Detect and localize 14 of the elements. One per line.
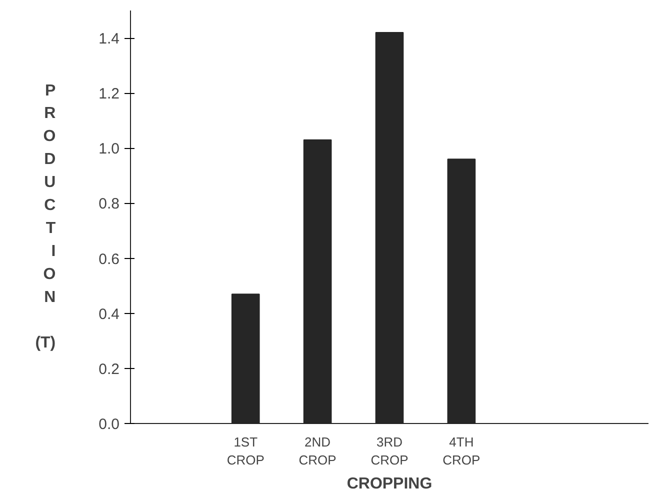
x-tick-label: 1ST CROP [226,434,264,468]
y-tick-label: 0.8 [98,196,120,213]
y-tick-label: 0.0 [98,416,120,433]
x-axis-title: CROPPING [346,476,432,492]
y-tick-label: 0.6 [98,250,120,268]
x-tick-label: 2ND CROP [298,434,336,468]
x-tick-label: 4TH CROP [442,434,480,468]
y-tick-label: 1.2 [98,86,120,103]
x-tick-label: 3RD CROP [370,434,408,468]
y-tick-label: 1.0 [98,140,120,158]
y-tick-label: 1.4 [98,30,120,48]
y-tick-label: 0.2 [98,360,120,378]
y-tick-label: 0.4 [98,306,120,323]
text: PRODUCTION (T) [35,82,56,352]
